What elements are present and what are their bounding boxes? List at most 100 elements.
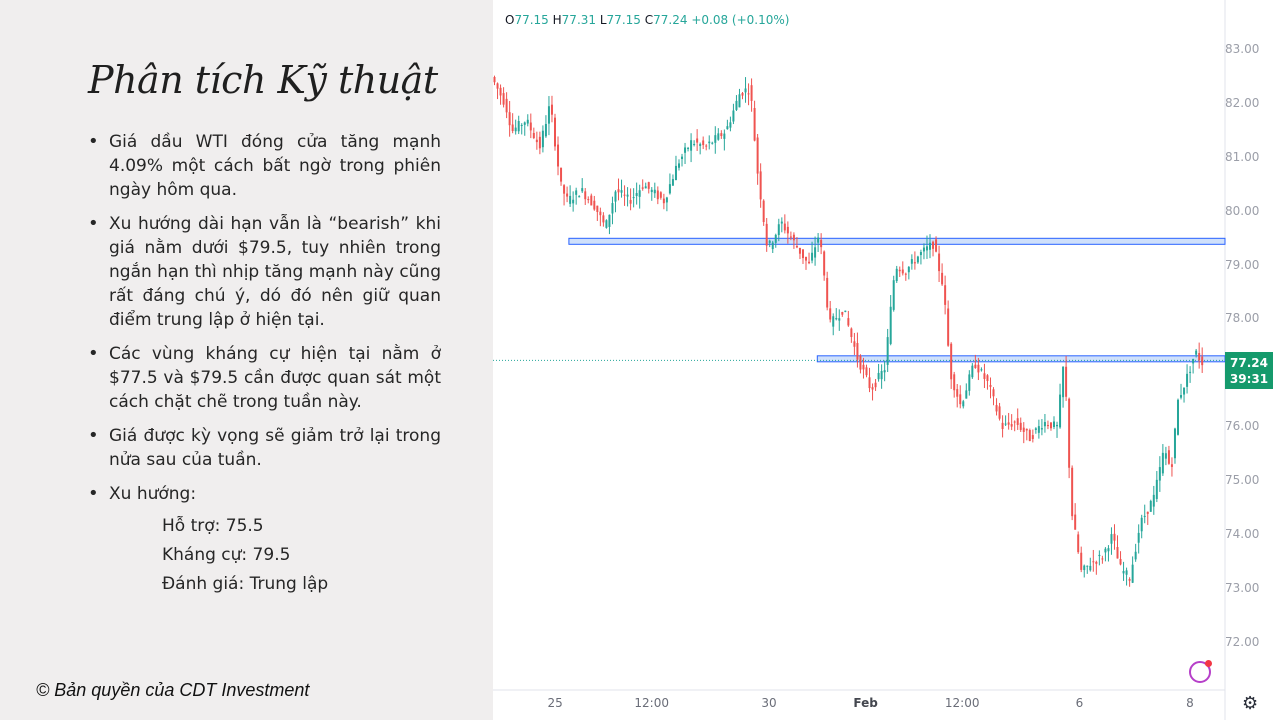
lightning-icon[interactable]: [1189, 660, 1212, 683]
candle-body: [916, 256, 919, 263]
candle-body: [747, 93, 750, 95]
candle-body: [1155, 479, 1158, 499]
candle-body: [792, 234, 795, 241]
bullet-list: Giá dầu WTI đóng cửa tăng mạnh 4.09% một…: [88, 130, 441, 609]
slide-title: Phân tích Kỹ thuật: [88, 58, 438, 102]
candle-body: [829, 308, 832, 320]
candle-body: [1176, 399, 1179, 435]
candle-body: [874, 382, 877, 388]
candle-body: [674, 165, 677, 181]
candle-body: [944, 285, 947, 305]
last-price: 77.24: [1230, 356, 1268, 370]
high-label: H: [552, 13, 562, 27]
candle-body: [959, 394, 962, 405]
candle-body: [732, 110, 735, 122]
price-tick-label: 79.00: [1225, 257, 1260, 272]
candle-body: [765, 223, 768, 246]
candle-body: [729, 122, 732, 128]
candle-body: [859, 355, 862, 370]
candle-body: [865, 367, 868, 376]
candle-body: [596, 205, 599, 212]
candle-body: [965, 390, 968, 399]
candle-body: [877, 372, 880, 380]
ohlc-legend: O77.15 H77.31 L77.15 C77.24 +0.08 (+0.10…: [505, 13, 789, 27]
candle-body: [547, 106, 550, 124]
candle-body: [1013, 421, 1016, 423]
candle-body: [1062, 366, 1065, 398]
candle-body: [526, 119, 529, 124]
bullet-item: Giá dầu WTI đóng cửa tăng mạnh 4.09% một…: [88, 130, 441, 202]
candle-body: [726, 126, 729, 130]
candle-body: [584, 191, 587, 200]
candle-body: [626, 194, 629, 197]
candle-body: [1086, 565, 1089, 567]
trend-label: Xu hướng:: [109, 484, 197, 504]
candle-body: [557, 144, 560, 167]
assessment: Đánh giá: Trung lập: [162, 574, 329, 594]
candle-body: [629, 199, 632, 204]
candle-body: [1183, 387, 1186, 395]
price-tick-label: 80.00: [1225, 203, 1260, 218]
time-tick-label: 8: [1186, 696, 1194, 710]
close-value: 77.24: [653, 13, 688, 27]
candle-body: [1098, 554, 1101, 557]
candle-body: [641, 187, 644, 189]
candle-body: [717, 133, 720, 140]
high-value: 77.31: [561, 13, 597, 27]
candle-body: [593, 200, 596, 210]
candle-body: [605, 220, 608, 228]
candle-body: [1149, 500, 1152, 512]
candle-body: [714, 135, 717, 143]
candle-body: [653, 189, 656, 194]
candle-body: [814, 247, 817, 258]
candle-body: [977, 364, 980, 373]
time-tick-label: Feb: [853, 696, 878, 710]
candle-body: [756, 137, 759, 174]
candle-body: [517, 121, 520, 132]
candle-body: [753, 108, 756, 141]
candle-body: [913, 262, 916, 264]
candle-body: [711, 142, 714, 144]
candle-body: [798, 247, 801, 254]
candle-body: [681, 156, 684, 160]
candle-body: [1104, 548, 1107, 553]
candle-body: [1137, 532, 1140, 543]
candle-body: [520, 125, 523, 127]
candle-body: [1040, 428, 1043, 430]
candle-body: [995, 405, 998, 412]
candle-body: [941, 272, 944, 285]
candle-body: [922, 247, 925, 252]
price-chart[interactable]: O77.15 H77.31 L77.15 C77.24 +0.08 (+0.10…: [493, 0, 1280, 720]
candle-body: [720, 133, 723, 137]
candle-body: [1170, 464, 1173, 467]
candle-body: [962, 401, 965, 407]
price-tick-label: 82.00: [1225, 95, 1260, 110]
chart-canvas[interactable]: [493, 0, 1280, 720]
candle-body: [935, 239, 938, 252]
gear-icon[interactable]: ⚙: [1242, 693, 1259, 714]
candle-body: [992, 389, 995, 397]
candle-body: [1001, 422, 1004, 430]
candle-body: [569, 195, 572, 204]
candle-body: [1092, 561, 1095, 563]
candle-body: [560, 167, 563, 182]
time-tick-label: 12:00: [944, 696, 980, 710]
candle-body: [1146, 511, 1149, 514]
candle-body: [950, 343, 953, 380]
candle-body: [1180, 395, 1183, 398]
candle-body: [1164, 453, 1167, 459]
candle-body: [938, 253, 941, 272]
candle-body: [771, 242, 774, 250]
bullet-item: Các vùng kháng cự hiện tại nằm ở $77.5 v…: [88, 342, 441, 414]
candle-body: [502, 93, 505, 105]
candle-body: [841, 311, 844, 315]
candle-body: [1083, 565, 1086, 571]
price-tick-label: 72.00: [1225, 634, 1260, 649]
candle-body: [544, 123, 547, 137]
candle-body: [1031, 435, 1034, 439]
candle-body: [880, 370, 883, 380]
candle-body: [750, 85, 753, 101]
candle-body: [986, 375, 989, 381]
candle-body: [901, 269, 904, 274]
candle-body: [608, 214, 611, 227]
